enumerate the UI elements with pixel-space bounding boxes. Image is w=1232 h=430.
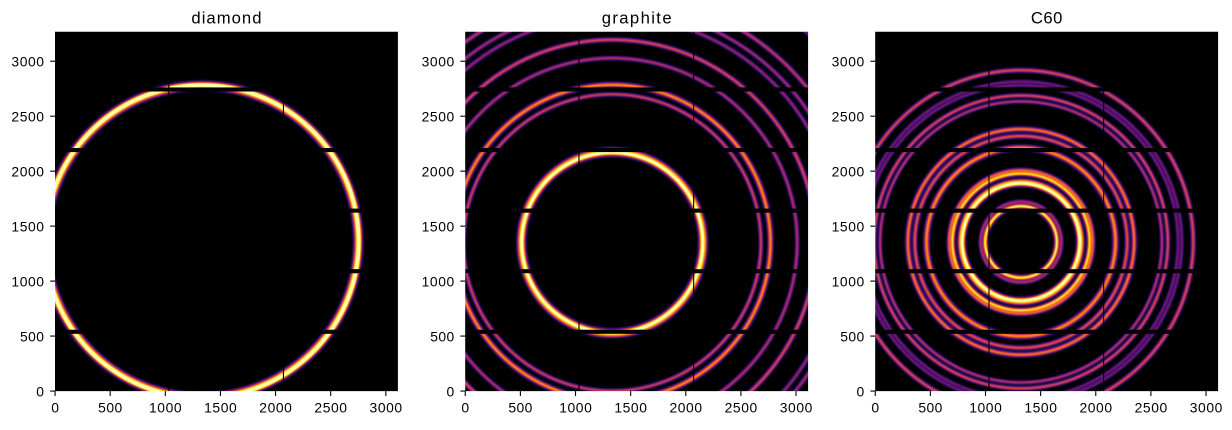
svg-text:0: 0 (461, 399, 469, 415)
svg-text:diamond: diamond (191, 9, 261, 28)
svg-text:2500: 2500 (1135, 399, 1168, 415)
svg-text:C60: C60 (1031, 9, 1063, 28)
svg-text:1000: 1000 (422, 274, 455, 290)
svg-text:1500: 1500 (422, 219, 455, 235)
svg-text:1000: 1000 (11, 274, 44, 290)
svg-text:2500: 2500 (314, 399, 347, 415)
svg-text:3000: 3000 (1190, 399, 1223, 415)
svg-text:500: 500 (918, 399, 942, 415)
svg-text:2000: 2000 (1079, 399, 1112, 415)
svg-text:1000: 1000 (832, 274, 865, 290)
svg-text:500: 500 (430, 329, 454, 345)
svg-text:2500: 2500 (422, 109, 455, 125)
svg-text:0: 0 (856, 384, 864, 400)
svg-text:1000: 1000 (969, 399, 1002, 415)
svg-text:2000: 2000 (669, 399, 702, 415)
svg-text:500: 500 (508, 399, 532, 415)
svg-text:1500: 1500 (614, 399, 647, 415)
svg-text:3000: 3000 (780, 399, 813, 415)
svg-text:3000: 3000 (370, 399, 403, 415)
svg-text:3000: 3000 (11, 54, 44, 70)
svg-text:1500: 1500 (1024, 399, 1057, 415)
svg-text:0: 0 (36, 384, 44, 400)
svg-text:0: 0 (51, 399, 59, 415)
svg-text:500: 500 (840, 329, 864, 345)
svg-text:1500: 1500 (832, 219, 865, 235)
svg-text:3000: 3000 (832, 54, 865, 70)
svg-text:500: 500 (98, 399, 122, 415)
svg-text:1000: 1000 (559, 399, 592, 415)
svg-text:2000: 2000 (11, 164, 44, 180)
svg-text:500: 500 (20, 329, 44, 345)
svg-text:1000: 1000 (149, 399, 182, 415)
svg-text:graphite: graphite (602, 9, 672, 28)
svg-text:1500: 1500 (204, 399, 237, 415)
svg-text:1500: 1500 (11, 219, 44, 235)
svg-text:0: 0 (446, 384, 454, 400)
svg-text:0: 0 (871, 399, 879, 415)
svg-text:2500: 2500 (832, 109, 865, 125)
svg-text:2000: 2000 (259, 399, 292, 415)
svg-text:2000: 2000 (832, 164, 865, 180)
svg-text:2000: 2000 (422, 164, 455, 180)
svg-text:2500: 2500 (11, 109, 44, 125)
svg-text:3000: 3000 (422, 54, 455, 70)
svg-text:2500: 2500 (725, 399, 758, 415)
